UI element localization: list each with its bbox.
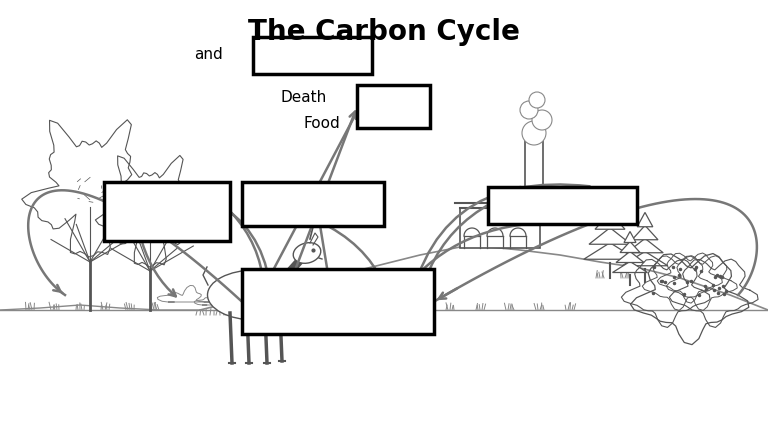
Bar bbox=[104, 182, 230, 241]
Polygon shape bbox=[624, 231, 636, 243]
Polygon shape bbox=[627, 238, 664, 253]
Polygon shape bbox=[589, 228, 631, 244]
Bar bbox=[525, 138, 543, 208]
Text: and: and bbox=[194, 47, 223, 62]
Polygon shape bbox=[613, 262, 647, 273]
Bar bbox=[460, 208, 540, 248]
Bar bbox=[253, 37, 372, 74]
Polygon shape bbox=[616, 251, 644, 263]
Polygon shape bbox=[620, 241, 640, 253]
Polygon shape bbox=[637, 213, 653, 227]
Text: The Carbon Cycle: The Carbon Cycle bbox=[248, 18, 520, 46]
Ellipse shape bbox=[207, 270, 303, 320]
Bar bbox=[357, 85, 430, 128]
Circle shape bbox=[532, 110, 552, 130]
Polygon shape bbox=[632, 225, 658, 240]
Circle shape bbox=[522, 121, 546, 145]
Circle shape bbox=[529, 92, 545, 108]
Text: Food: Food bbox=[303, 116, 340, 131]
Bar bbox=[242, 269, 434, 334]
Polygon shape bbox=[601, 198, 619, 214]
Bar bbox=[242, 182, 384, 226]
Polygon shape bbox=[584, 243, 636, 259]
Ellipse shape bbox=[293, 243, 321, 263]
Text: Death: Death bbox=[280, 90, 326, 105]
Polygon shape bbox=[595, 213, 625, 229]
Polygon shape bbox=[622, 251, 667, 266]
Bar bbox=[488, 187, 637, 224]
Circle shape bbox=[520, 101, 538, 119]
